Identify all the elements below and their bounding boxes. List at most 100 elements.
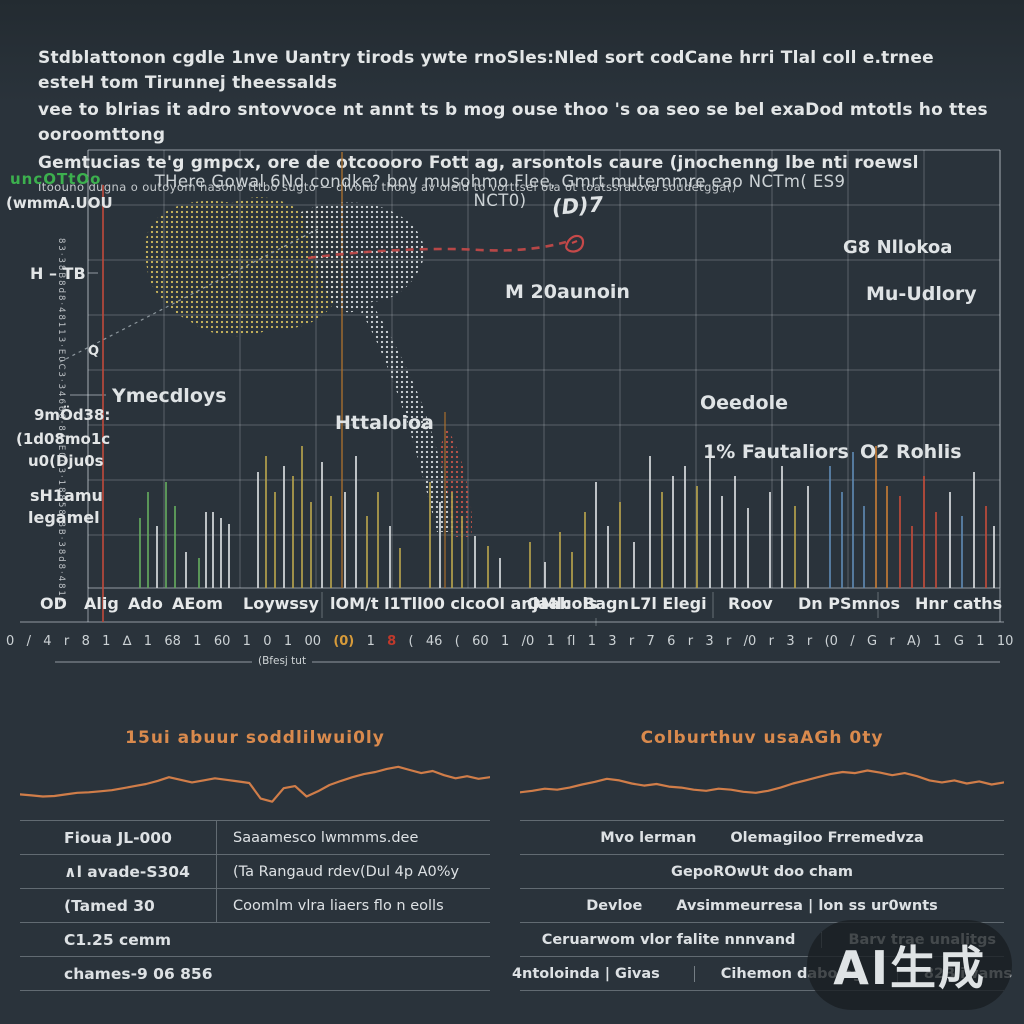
x-category-label: OMlcols (527, 594, 598, 613)
x-tick-label: 8 (387, 634, 397, 649)
y-axis-label: 9mÖd38: (34, 406, 111, 424)
x-tick-row: 0/4 r 8 1 ∆ 1 68 1 60 1 0 1 00 (0) 1 8(46(60 1/0 1 ſl 1 3 r 7 6… (6, 634, 1014, 649)
dashed-trend-line (307, 240, 567, 260)
intro-line-4: Itoouno dugna o outoyom hasono tttbo sug… (38, 180, 737, 195)
x-tick-label: 1 (976, 634, 985, 649)
table-row: Mvo lerman Olemagiloo Frremedvza (520, 820, 1004, 854)
x-category-label: Hnr caths (915, 594, 1003, 613)
x-tick-label: 0 (263, 634, 272, 649)
sparkline-right (520, 769, 1004, 794)
y-axis-label: sH1amu (30, 486, 103, 505)
x-tick-label: r (726, 634, 732, 649)
table-cell: (Tamed 30 (64, 896, 155, 915)
x-tick-label: 00 (304, 634, 321, 649)
y-axis-label: u0(Dju0s (28, 452, 104, 470)
table-cell: chames-9 06 856 (64, 964, 213, 983)
x-tick-label: 1 (102, 634, 111, 649)
x-tick-label: 1 (283, 634, 293, 649)
x-tick-label: ( (454, 634, 460, 649)
x-tick-label: r (768, 634, 774, 649)
trend-end-marker (564, 234, 585, 253)
x-tick-label: r (63, 634, 70, 649)
ai-watermark-badge: AI生成 (807, 920, 1012, 1010)
x-category-label: Loywssy (243, 594, 319, 613)
y-axis-tick-label: Q (88, 344, 100, 359)
x-tick-label: 1 (143, 634, 153, 649)
dot-map-region (439, 428, 473, 537)
table-row: C1.25 cemm (20, 922, 490, 956)
table-cell: Coomlm vlra liaers flo n eolls (216, 889, 490, 922)
x-tick-label: ( (408, 634, 414, 649)
bottom-panel-left: 15ui abuur soddlilwui0ly Fioua JL-000 Saa… (20, 712, 490, 991)
x-tick-label: 0 (6, 634, 15, 649)
x-tick-label: ∆ (122, 634, 132, 649)
x-tick-label: G (953, 634, 964, 649)
table-row: GepoROwUt doo cham (520, 854, 1004, 888)
x-tick-label: r (628, 634, 635, 649)
panel-left-table: Fioua JL-000 Saaamesco lwmmms.dee ∧l avade… (20, 820, 490, 991)
y-axis-label-green: uncOTtOo (10, 170, 102, 188)
x-tick-label: 6 (667, 634, 676, 649)
x-category-label: OD (40, 594, 67, 613)
table-cell: Saaamesco lwmmms.dee (216, 821, 490, 854)
annotation-d7: (D)7 (551, 192, 605, 220)
table-row: chames-9 06 856 (20, 956, 490, 990)
x-tick-label: /0 (743, 634, 757, 649)
x-tick-label: 8 (81, 634, 90, 649)
x-tick-label: / (850, 634, 855, 649)
x-tick-label: 1 (193, 634, 202, 649)
x-tick-label: 68 (164, 634, 181, 649)
table-cell: (Ta Rangaud rdev(Dul 4p A0%y (216, 855, 490, 888)
x-category-label: lOM/t l1Tll00 clcoOl anjaab (330, 594, 572, 613)
x-tick-label: G (866, 634, 878, 649)
x-tick-label: /0 (521, 634, 535, 649)
x-category-label: Alig (84, 594, 119, 613)
dashed-trend-line (59, 228, 319, 363)
x-tick-label: / (26, 634, 31, 649)
x-tick-label: r (687, 634, 694, 649)
x-tick-label: 4 (43, 634, 52, 649)
sparkline-path (520, 769, 1004, 794)
x-tick-label: 60 (213, 634, 231, 649)
intro-line-3: Gemtucias te'g gmpcx, ore de otcoooro Fo… (38, 152, 919, 173)
x-tick-label: 60 (472, 634, 489, 649)
annotation-rohls: O2 Rohlis (860, 441, 962, 463)
x-tick-label: 3 (705, 634, 714, 649)
annotation-ymec: Ymecdloys (112, 385, 227, 407)
x-axis-sub-label: (Bfesj tut (252, 655, 313, 667)
table-cell: Mvo lerman (600, 829, 697, 846)
x-tick-label: (0 (824, 634, 838, 649)
x-category-label: Roov (728, 594, 773, 613)
annotation-faut: 1% Fautaliors (703, 441, 849, 463)
annotation-mu: Mu-Udlory (866, 283, 977, 305)
x-category-label: L7l Elegi (630, 594, 707, 613)
x-tick-label: (0) (333, 634, 355, 649)
x-category-row: OD Alig Ado AEom Loywssy lOM/t l1Tll00 clcoOl… (0, 594, 1024, 620)
dot-map-region (301, 202, 425, 313)
table-row: ∧l avade-S304 (Ta Rangaud rdev(Dul 4p A0%… (20, 854, 490, 888)
x-tick-label: 10 (996, 634, 1014, 649)
table-cell: ∧l avade-S304 (64, 862, 190, 881)
panel-right-title: Colburthuv usaAGh 0ty (640, 728, 884, 748)
x-tick-label: 1 (546, 634, 555, 649)
table-cell: GepoROwUt doo cham (671, 863, 853, 880)
chart-title: THere Gowal 6Nd condke? bov musohmo Flee… (154, 172, 846, 210)
x-category-label: AEom (172, 594, 223, 613)
intro-line-1: Stdblattonon cgdle 1nve Uantry tirods yw… (38, 48, 934, 93)
table-cell: Avsimmeurresa | lon ss ur0wnts (676, 897, 938, 914)
x-tick-label: 1 (366, 634, 375, 649)
x-category-label: Bagn (583, 594, 629, 613)
annotation-hita: Httaloioa (335, 412, 434, 434)
x-category-label: Dn PSmnos (798, 594, 901, 613)
table-cell: Ceruarwom vlor falite nnnvand (541, 931, 796, 948)
y-axis-label: legamel (28, 508, 100, 527)
x-tick-label: 1 (587, 634, 596, 649)
table-row: Fioua JL-000 Saaamesco lwmmms.dee (20, 820, 490, 854)
x-tick-label: 1 (242, 634, 251, 649)
y-axis-tick-label: H – TB (30, 264, 86, 283)
dot-map-region (144, 197, 349, 337)
table-cell: 4ntoloinda | Givas (511, 965, 660, 982)
y-axis-rotated-text: 83·38B8d8·48113·E0C3·34666·84·E0C3·18858… (56, 238, 66, 606)
sparkline-left (20, 765, 490, 803)
x-tick-label: 1 (933, 634, 942, 649)
